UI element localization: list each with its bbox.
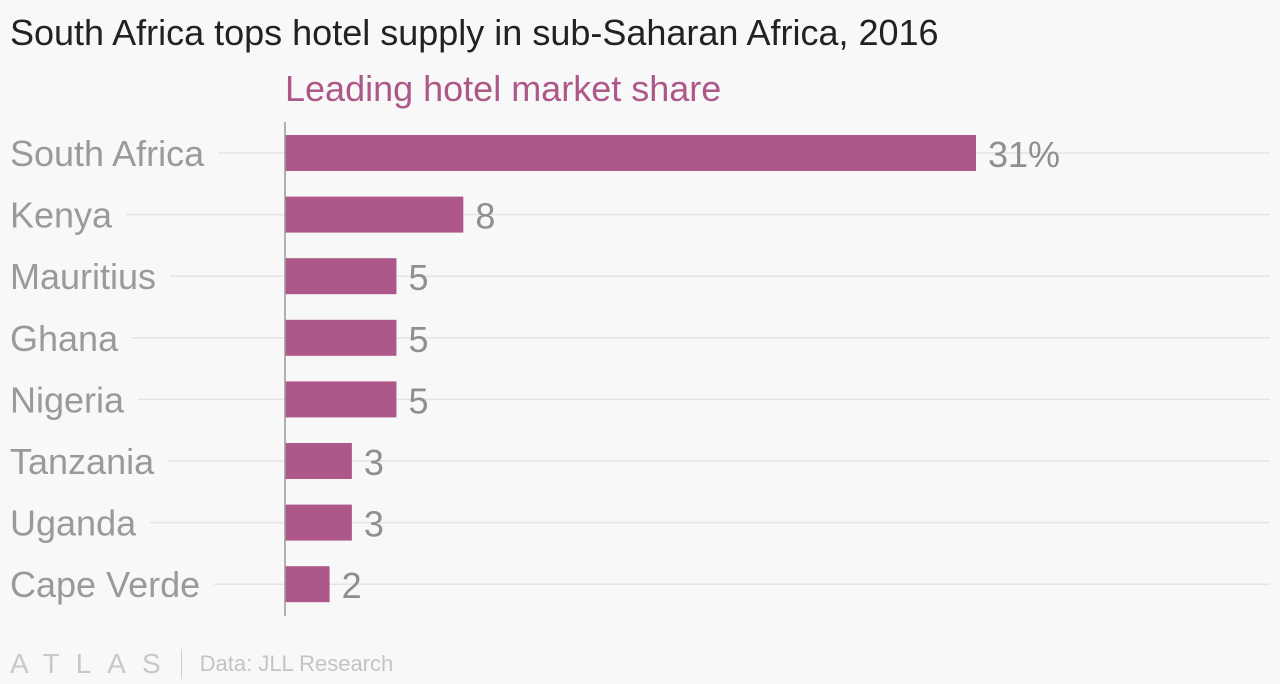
bar-chart: Leading hotel market share South Africa K… [10,68,1270,616]
value-label: 5 [408,380,428,421]
footer-divider [180,649,182,679]
category-label: Mauritius [10,256,156,297]
bar [285,135,976,171]
value-label: 3 [364,442,384,483]
value-label: 5 [408,319,428,360]
chart-title: South Africa tops hotel supply in sub-Sa… [10,12,939,53]
bar [285,566,330,603]
bar [285,443,352,479]
category-label: Ghana [10,318,119,359]
value-label: 3 [364,504,384,545]
value-label: 8 [475,196,495,237]
category-label: Tanzania [10,441,155,482]
bar [285,258,397,295]
series-label: Leading hotel market share [285,68,721,109]
value-label: 31% [988,134,1060,175]
value-label: 5 [408,257,428,298]
bar [285,504,352,541]
bar [285,381,397,418]
source-note: Data: JLL Research [199,651,394,676]
value-label: 2 [342,565,362,606]
footer: ATLAS Data: JLL Research [10,644,393,684]
category-label: South Africa [10,133,205,174]
category-label: Kenya [10,195,113,236]
category-label: Nigeria [10,379,125,420]
bar [285,319,397,356]
atlas-logo: ATLAS [10,648,177,679]
category-label: Cape Verde [10,564,200,605]
bar [285,196,464,233]
category-label: Uganda [10,503,137,544]
